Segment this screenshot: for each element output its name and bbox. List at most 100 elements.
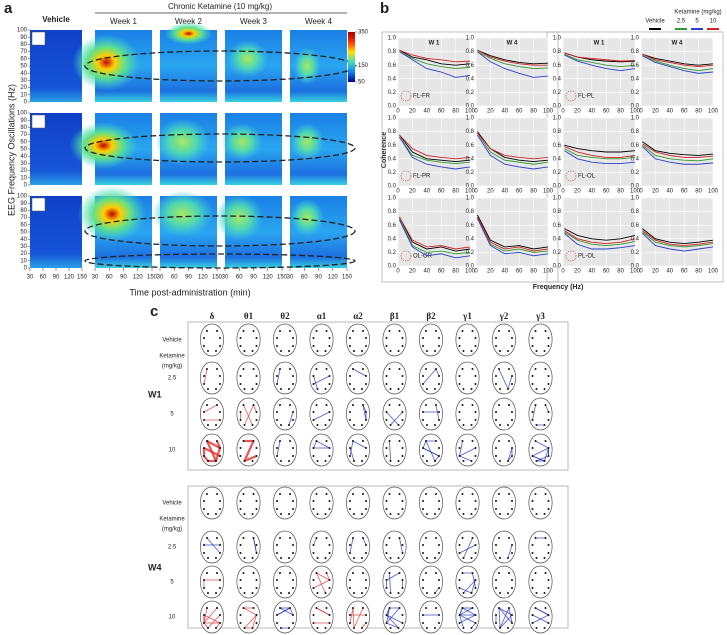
y-tick-label: 60 — [20, 56, 27, 62]
column-title: W 4 — [672, 41, 683, 47]
electrode — [543, 350, 546, 352]
y-tick-label: 80 — [20, 125, 27, 131]
heatmap-hotspot — [290, 123, 325, 161]
electrode — [495, 455, 497, 457]
electrode — [425, 537, 427, 539]
electrode — [385, 579, 388, 581]
electrode — [495, 419, 497, 421]
heatmap-hotspot — [215, 194, 264, 242]
y-tick-label: 50 — [20, 64, 27, 70]
head-outline — [455, 323, 480, 357]
band-header: δ — [210, 311, 215, 321]
electrode — [426, 460, 428, 462]
electrode — [438, 552, 440, 554]
connection — [243, 404, 253, 426]
electrode — [255, 345, 258, 347]
electrode — [438, 455, 440, 457]
electrode — [352, 330, 354, 332]
electrode — [398, 537, 401, 539]
y-tick-label: 0.0 — [553, 184, 562, 190]
electrode — [474, 455, 477, 457]
electrode — [325, 404, 328, 406]
connection — [352, 368, 367, 377]
connection — [313, 411, 330, 421]
electrode — [292, 544, 294, 546]
electrode — [292, 552, 294, 554]
week-title: Week 1 — [110, 17, 138, 26]
x-tick-label: 40 — [423, 109, 430, 115]
electrode — [279, 404, 281, 406]
x-tick-label: 120 — [64, 275, 75, 281]
electrode — [511, 508, 513, 510]
y-axis-label: EEG Frequency Oscillations (Hz) — [6, 84, 16, 216]
x-tick-label: 20 — [487, 269, 494, 275]
band-header: β1 — [390, 311, 400, 321]
electrode — [276, 552, 278, 554]
electrode — [312, 419, 315, 421]
connection — [244, 404, 254, 426]
electrode — [425, 440, 427, 442]
electrode — [474, 383, 477, 385]
band-header: α2 — [353, 311, 363, 321]
electrode — [289, 493, 291, 495]
electrode — [219, 419, 221, 421]
electrode — [531, 455, 534, 457]
head-outline — [455, 361, 480, 395]
electrode — [239, 411, 242, 413]
y-tick-label: 20 — [20, 85, 27, 91]
electrode — [388, 607, 391, 609]
electrode — [498, 368, 500, 370]
electrode — [531, 552, 534, 554]
electrode — [288, 388, 290, 390]
head-outline — [455, 433, 480, 467]
electrode — [292, 375, 294, 377]
y-tick-label: 60 — [20, 139, 27, 145]
electrode — [207, 388, 209, 390]
y-tick-label: 100 — [17, 194, 28, 200]
y-tick-label: 0.0 — [553, 104, 562, 110]
heatmap-hotspot — [164, 22, 213, 45]
head-outline — [492, 600, 516, 634]
head-outline — [236, 361, 261, 395]
x-tick-label: 60 — [438, 109, 445, 115]
connection — [507, 375, 513, 390]
connection — [214, 447, 222, 462]
electrode — [401, 375, 404, 377]
connection — [499, 607, 510, 629]
electrode — [435, 607, 437, 609]
electrode — [251, 592, 254, 594]
electrode — [534, 404, 537, 406]
electrode — [531, 622, 534, 624]
electrode — [365, 579, 367, 581]
electrode — [328, 622, 331, 624]
electrode — [389, 513, 392, 515]
y-tick-label: 1.0 — [466, 36, 475, 42]
plot-area — [476, 198, 548, 266]
electrode — [458, 383, 461, 385]
electrode — [434, 513, 436, 515]
electrode — [276, 337, 278, 339]
electrode — [495, 337, 497, 339]
channel-icon — [31, 197, 46, 212]
electrode — [438, 614, 440, 616]
x-tick-label: 80 — [530, 109, 537, 115]
electrode — [239, 500, 242, 502]
electrode — [535, 627, 538, 629]
electrode — [458, 587, 461, 589]
electrode — [498, 404, 500, 406]
electrode — [312, 587, 315, 589]
electrode — [422, 622, 424, 624]
electrode — [203, 587, 205, 589]
electrode — [547, 544, 550, 546]
row-label: Vehicle — [162, 501, 182, 507]
electrode — [401, 552, 404, 554]
y-tick-label: 0.2 — [466, 90, 475, 96]
electrode — [474, 544, 477, 546]
connection — [352, 607, 355, 629]
pair-icon — [400, 90, 412, 102]
electrode — [207, 350, 209, 352]
pair-label: PL-OL — [578, 254, 596, 260]
x-tick-label: 100 — [465, 189, 476, 195]
electrode — [470, 424, 473, 426]
electrode — [324, 557, 327, 559]
